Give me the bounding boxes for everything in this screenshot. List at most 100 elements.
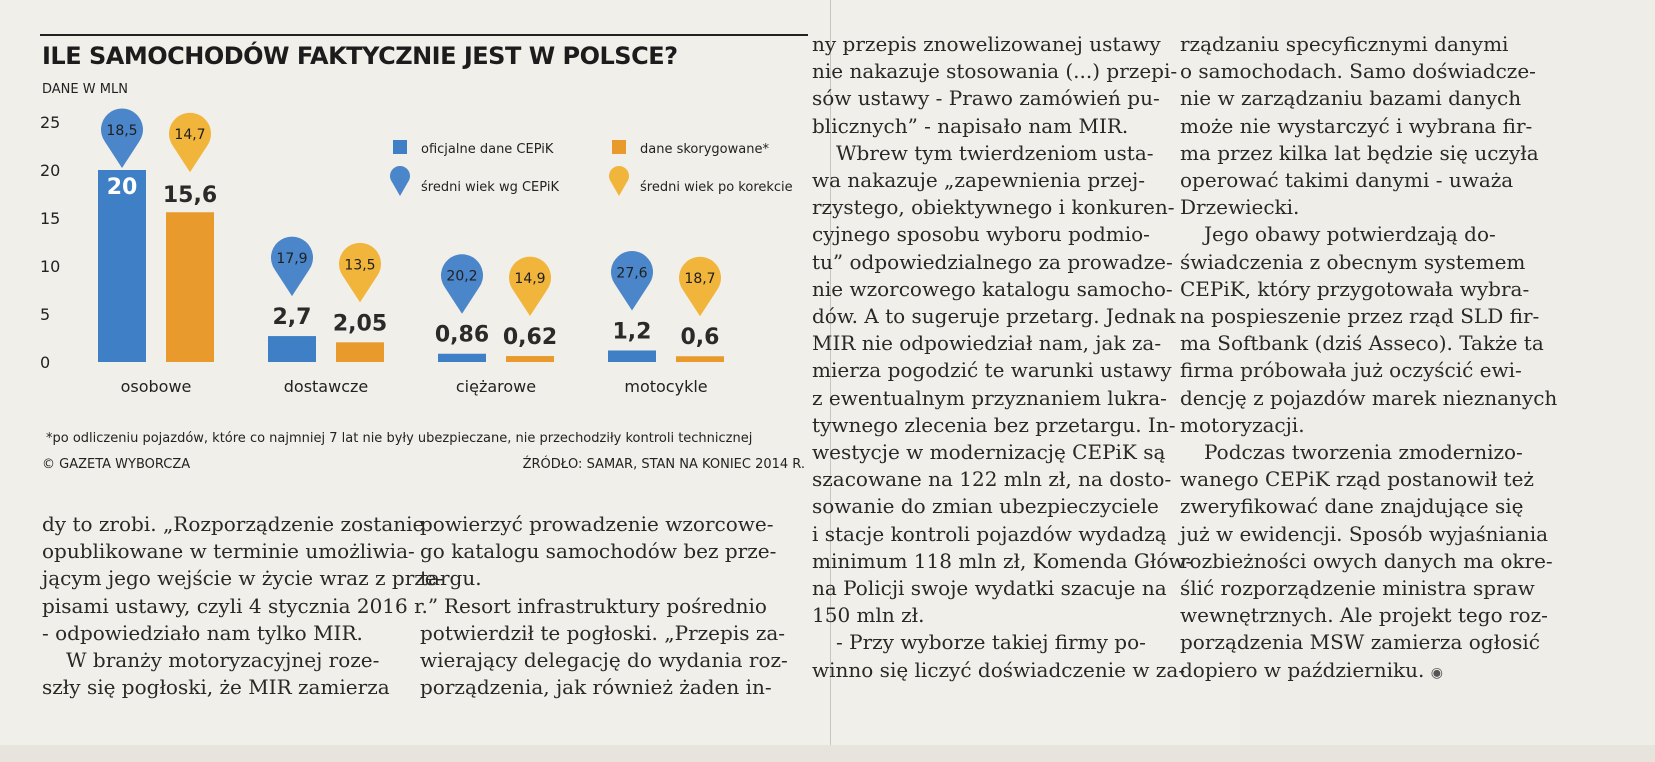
text-line: motoryzacji. [1180, 412, 1305, 437]
text-line: operować takimi danymi - uważa [1180, 168, 1514, 193]
text-line: W branży motoryzacyjnej roze- [66, 648, 380, 673]
text-line: powierzyć prowadzenie wzorcowe- [420, 512, 774, 536]
age-pin-corrected-label: 14,9 [514, 271, 545, 287]
text-line: może nie wystarczyć i wybrana fir- [1180, 113, 1533, 138]
legend-pin-cepik [390, 166, 410, 196]
bar-official [268, 336, 316, 362]
y-tick-label: 0 [40, 353, 50, 372]
text-line: dencję z pojazdów marek nieznanych [1180, 385, 1558, 410]
legend: oficjalne dane CEPiK dane skorygowane* ś… [390, 140, 793, 196]
text-line: wanego CEPiK rząd postanowił też [1180, 467, 1534, 492]
column-divider [830, 0, 831, 745]
text-line: sowanie do zmian ubezpieczyciele [812, 494, 1159, 519]
text-line: tu” odpowiedzialnego za prowadze- [812, 249, 1173, 274]
text-line: nie nakazuje stosowania (...) przepi- [812, 59, 1178, 84]
text-line: pisami ustawy, czyli 4 stycznia 2016 r.” [42, 593, 439, 618]
age-pin-corrected [339, 242, 381, 303]
value-label-corrected: 15,6 [163, 183, 217, 208]
text-line: nie wzorcowego katalogu samocho- [812, 276, 1173, 301]
age-pin-cepik [611, 251, 653, 311]
text-line: Wbrew tym twierdzeniom usta- [836, 140, 1154, 165]
y-axis: 0 5 10 15 20 25 [40, 113, 60, 372]
text-line: jącym jego wejście w życie wraz z prze- [42, 566, 444, 591]
text-line: nie w zarządzaniu bazami danych [1180, 86, 1522, 111]
text-line: szacowane na 122 mln zł, na dosto- [812, 467, 1172, 492]
legend-label-age-corrected: średni wiek po korekcie [640, 180, 793, 195]
text-line: 150 mln zł. [812, 603, 925, 628]
y-tick-label: 5 [40, 305, 50, 324]
text-line: wierający delegację do wydania roz- [420, 648, 788, 673]
y-tick-label: 15 [40, 209, 60, 228]
text-line: blicznych” - napisało nam MIR. [812, 113, 1129, 138]
title-rule [40, 34, 808, 36]
x-axis-labels: osobowe dostawcze ciężarowe motocykle [121, 377, 708, 396]
age-pin-corrected [508, 256, 551, 317]
copyright: © GAZETA WYBORCZA [42, 457, 191, 472]
text-line: szły się pogłoski, że MIR zamierza [42, 675, 390, 700]
text-line: na Policji swoje wydatki szacuje na [812, 576, 1167, 601]
age-pin-cepik [271, 236, 313, 297]
text-line: dów. A to sugeruje przetarg. Jednak [812, 304, 1176, 329]
value-label-corrected: 0,62 [503, 325, 557, 350]
text-line: zweryfikować dane znajdujące się [1180, 494, 1524, 519]
unit-label: DANE W MLN [42, 82, 128, 97]
age-pin-cepik [441, 254, 483, 314]
text-line: Drzewiecki. [1180, 195, 1300, 220]
article-column-1: dy to zrobi. „Rozporządzenie zostanie op… [42, 511, 443, 701]
text-line: winno się liczyć doświadczenie w za- [812, 657, 1186, 682]
text-line: Resort infrastruktury pośrednio [444, 593, 767, 618]
y-tick-label: 10 [40, 257, 60, 276]
legend-label-corrected: dane skorygowane* [640, 142, 769, 157]
text-line: wa nakazuje „zapewnienia przej- [812, 168, 1146, 193]
age-pin-corrected-label: 14,7 [174, 127, 205, 143]
bar-official [438, 353, 486, 362]
chart-footnote: *po odliczeniu pojazdów, które co najmni… [46, 431, 753, 446]
text-line: tywnego zlecenia bez przetargu. In- [812, 412, 1176, 437]
text-line: potwierdził te pogłoski. „Przepis za- [420, 620, 786, 645]
text-line: rządzaniu specyficznymi danymi [1180, 32, 1509, 56]
text-line: cyjnego sposobu wyboru podmio- [812, 222, 1150, 247]
text-line: dopiero w październiku. ◉ [1180, 657, 1557, 687]
chart-title: ILE SAMOCHODÓW FAKTYCZNIE JEST W POLSCE? [42, 42, 678, 70]
bar-corrected [336, 342, 384, 362]
value-label-official: 0,86 [435, 323, 489, 348]
bleed-strip-bottom [0, 745, 1655, 762]
text-line: i stacje kontroli pojazdów wydadzą [812, 521, 1167, 546]
bar-official [608, 350, 656, 362]
text-line: minimum 118 mln zł, Komenda Głów- [812, 548, 1193, 573]
text-line: mierza pogodzić te warunki ustawy [812, 358, 1172, 383]
bars: 20 15,6 2,7 2,05 0,86 0,62 1,2 0,6 [98, 170, 724, 362]
text-line: opublikowane w terminie umożliwia- [42, 539, 415, 564]
text-line: targu. [420, 566, 482, 591]
age-pin-cepik-label: 27,6 [616, 265, 647, 281]
legend-swatch-corrected [612, 140, 626, 154]
text-line: już w ewidencji. Sposób wyjaśniania [1180, 521, 1549, 546]
y-tick-label: 25 [40, 113, 60, 132]
text-line: rozbieżności owych danych ma okre- [1180, 548, 1553, 573]
text-line: Jego obawy potwierdzają do- [1204, 222, 1496, 247]
source-note: ŹRÓDŁO: SAMAR, STAN NA KONIEC 2014 R. [522, 457, 805, 472]
text-line: dy to zrobi. „Rozporządzenie zostanie [42, 512, 425, 536]
text-line: MIR nie odpowiedział nam, jak za- [812, 331, 1162, 356]
text-line: Podczas tworzenia zmodernizo- [1204, 440, 1523, 465]
text-line: ślić rozporządzenie ministra spraw [1180, 576, 1535, 601]
text-line: rzystego, obiektywnego i konkuren- [812, 195, 1175, 220]
age-pin-cepik-label: 20,2 [446, 269, 477, 285]
age-pin-cepik-label: 18,5 [106, 123, 137, 139]
age-pin-corrected [168, 112, 211, 173]
text-line: świadczenia z obecnym systemem [1180, 249, 1526, 274]
text-line: ny przepis znowelizowanej ustawy [812, 32, 1161, 56]
text-line-last: dopiero w październiku. [1180, 657, 1425, 682]
end-mark-icon: ◉ [1430, 664, 1443, 681]
age-pin-corrected [679, 256, 722, 317]
text-line: ma przez kilka lat będzie się uczyła [1180, 140, 1539, 165]
article-column-4: rządzaniu specyficznymi danymi o samocho… [1180, 31, 1557, 687]
article-column-2: powierzyć prowadzenie wzorcowe- go katal… [420, 511, 788, 701]
value-label-official: 2,7 [273, 305, 312, 330]
bar-corrected [676, 356, 724, 362]
bar-official [98, 170, 146, 362]
text-line: - Przy wyborze takiej firmy po- [836, 630, 1146, 655]
text-line: o samochodach. Samo doświadcze- [1180, 59, 1536, 84]
legend-swatch-official [393, 140, 407, 154]
text-line: firma próbowała już oczyścić ewi- [1180, 358, 1522, 383]
